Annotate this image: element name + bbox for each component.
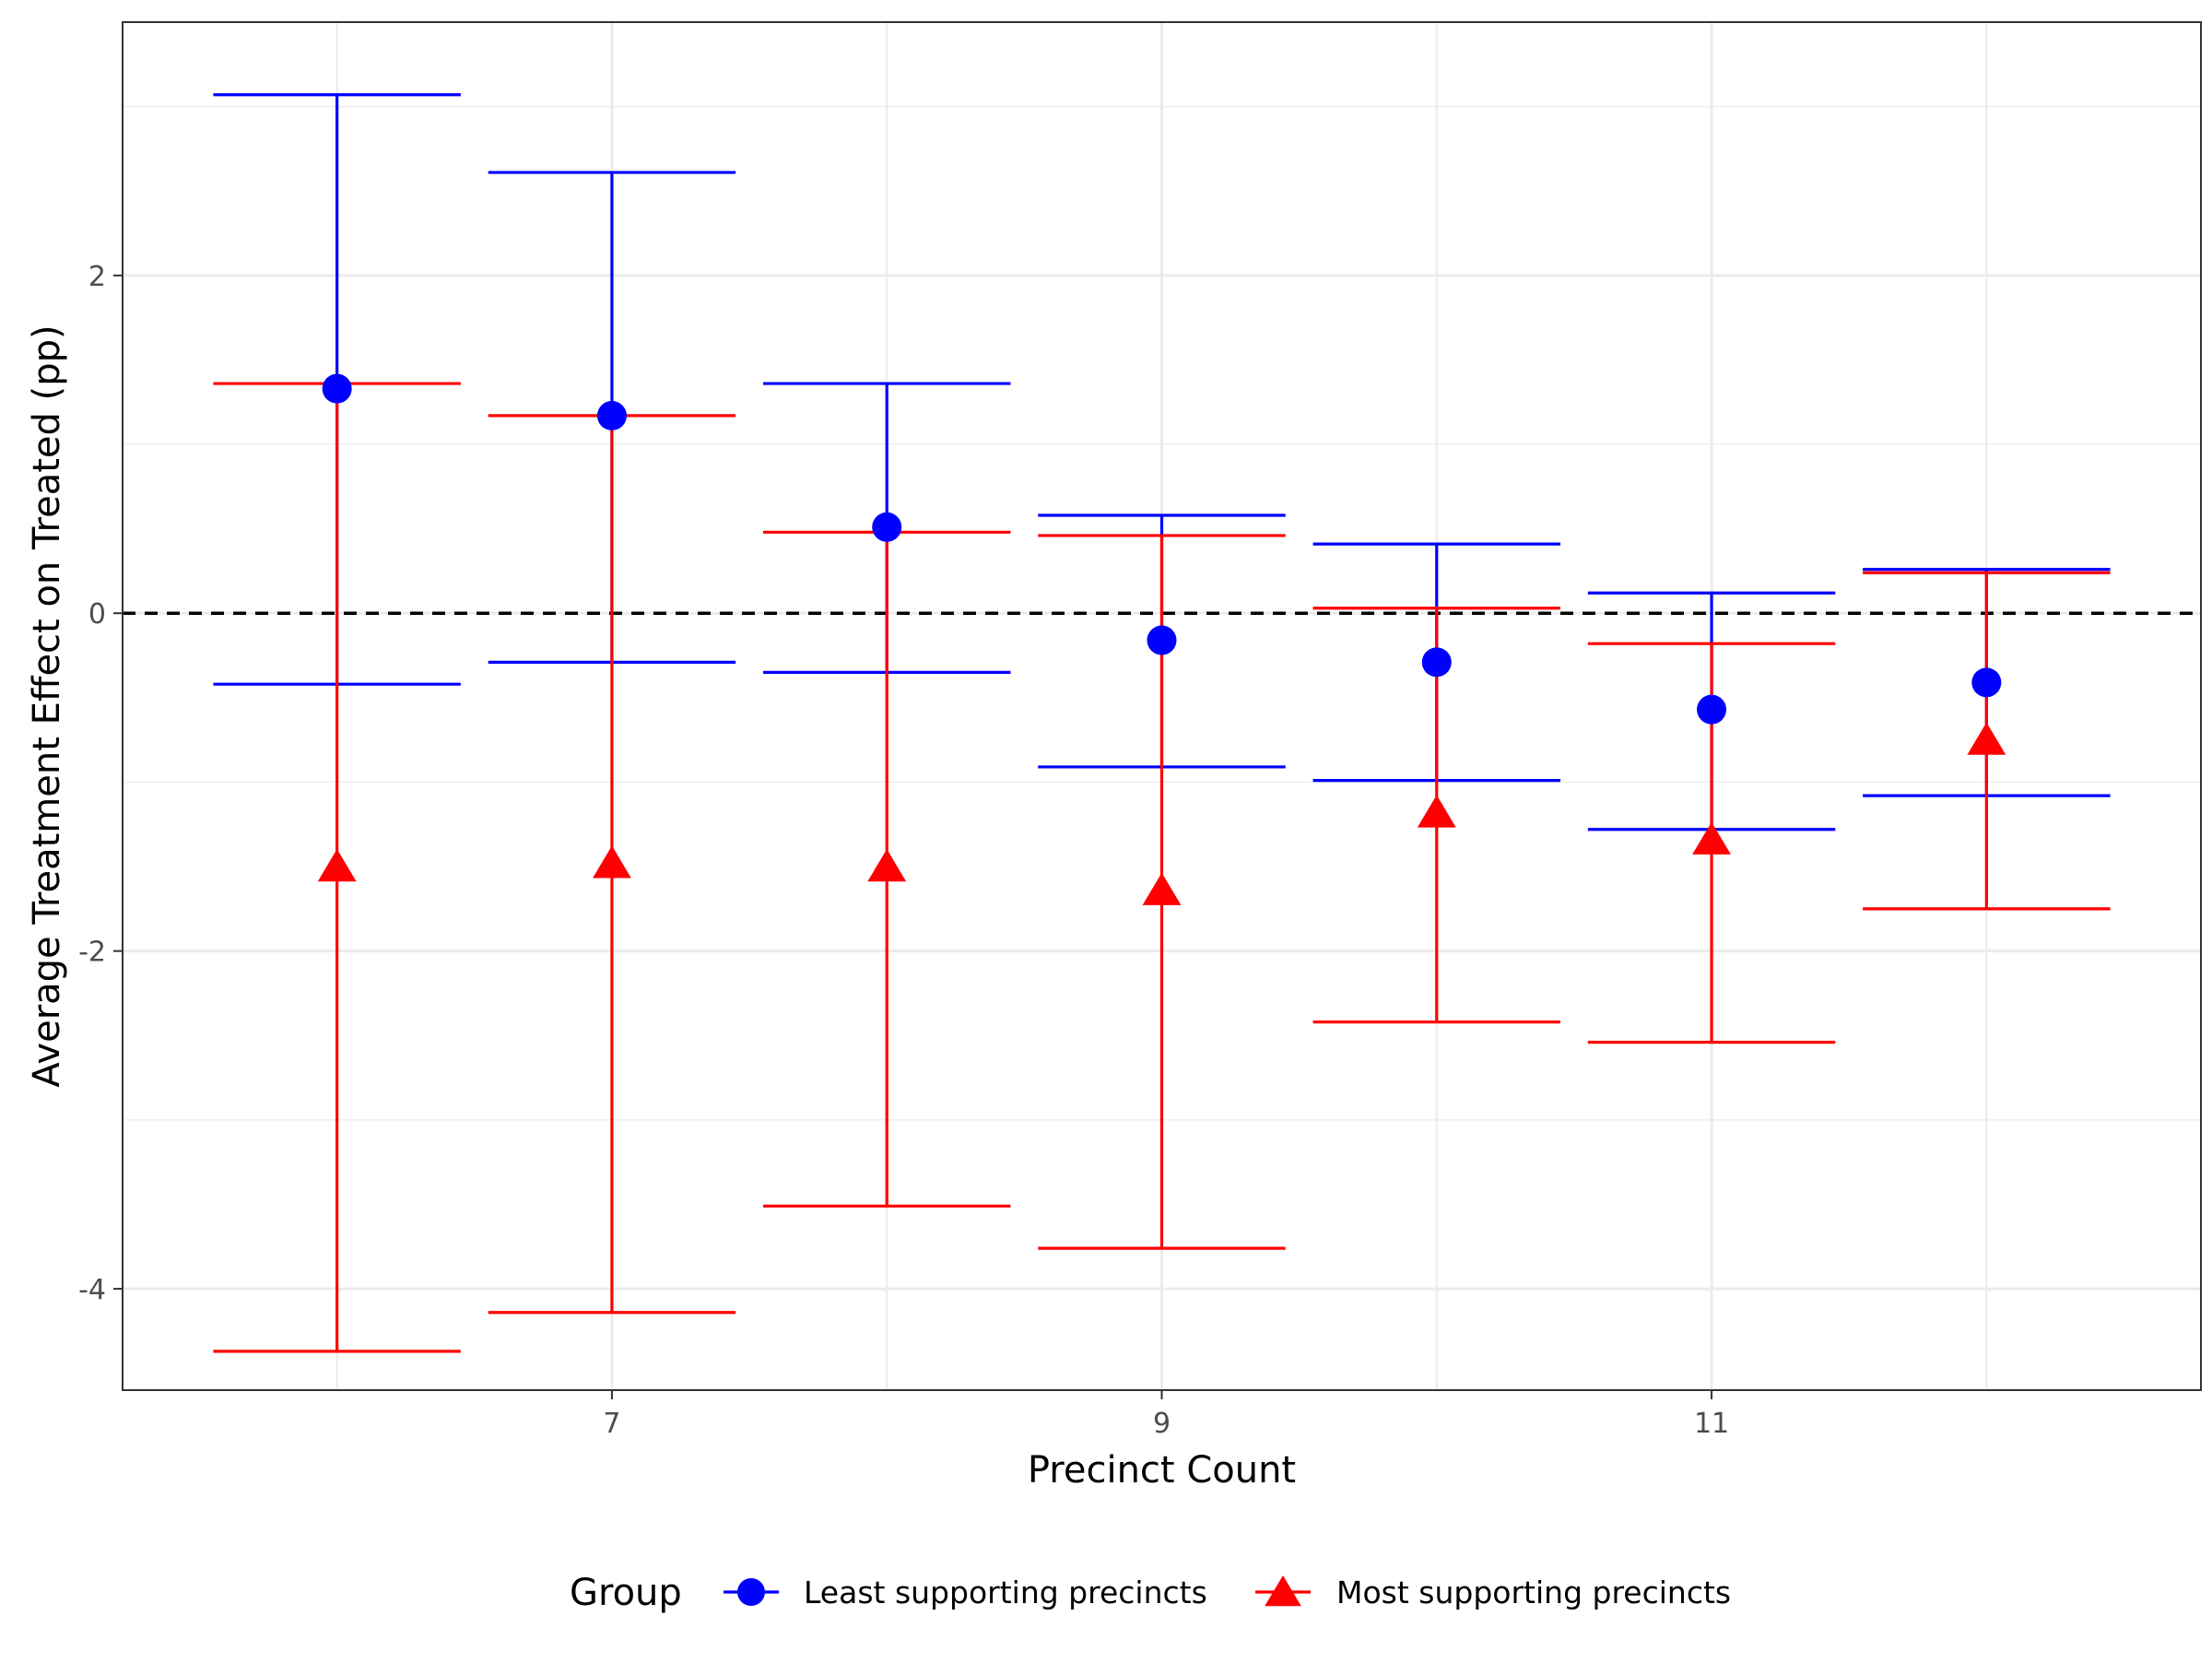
legend-key-circle [737,1578,765,1606]
data-point-circle [596,400,627,430]
points-most-supporting [317,722,2006,905]
x-axis-title: Precinct Count [1028,1449,1296,1492]
y-axis-tick-label: 2 [88,261,106,293]
legend: Group Least supporting precincts Most su… [570,1572,1731,1614]
data-point-circle [1697,694,1727,725]
data-point-circle [1971,667,2002,698]
data-point-triangle [593,845,631,879]
legend-key-triangle [1265,1575,1301,1607]
data-point-triangle [317,849,357,882]
data-point-triangle [867,849,907,882]
x-axis-tick-label: 9 [1153,1408,1171,1440]
axis-layer: 7 9 11 -4 -2 0 2 [78,261,1729,1440]
x-axis-tick-label: 11 [1694,1408,1729,1440]
data-point-circle [322,373,352,404]
y-axis-tick-label: 0 [88,598,106,631]
y-axis-title: Average Treatment Effect on Treated (pp) [26,324,68,1087]
points-least-supporting [322,373,2002,725]
data-point-triangle [1142,872,1182,905]
data-point-triangle [1417,795,1456,828]
legend-label-least-supporting: Least supporting precincts [804,1575,1207,1610]
legend-key-least-supporting [724,1578,779,1606]
data-point-circle [872,512,902,542]
data-point-circle [1147,625,1177,655]
series-layer [213,93,2111,1353]
x-axis-tick-label: 7 [603,1408,620,1440]
legend-label-most-supporting: Most supporting precincts [1336,1575,1731,1610]
data-point-triangle [1967,722,2006,755]
data-point-circle [1421,647,1452,678]
y-axis-tick-label: -2 [78,937,106,969]
legend-title: Group [570,1572,682,1614]
y-axis-tick-label: -4 [78,1274,106,1306]
data-point-triangle [1692,821,1731,855]
legend-key-most-supporting [1255,1575,1311,1607]
